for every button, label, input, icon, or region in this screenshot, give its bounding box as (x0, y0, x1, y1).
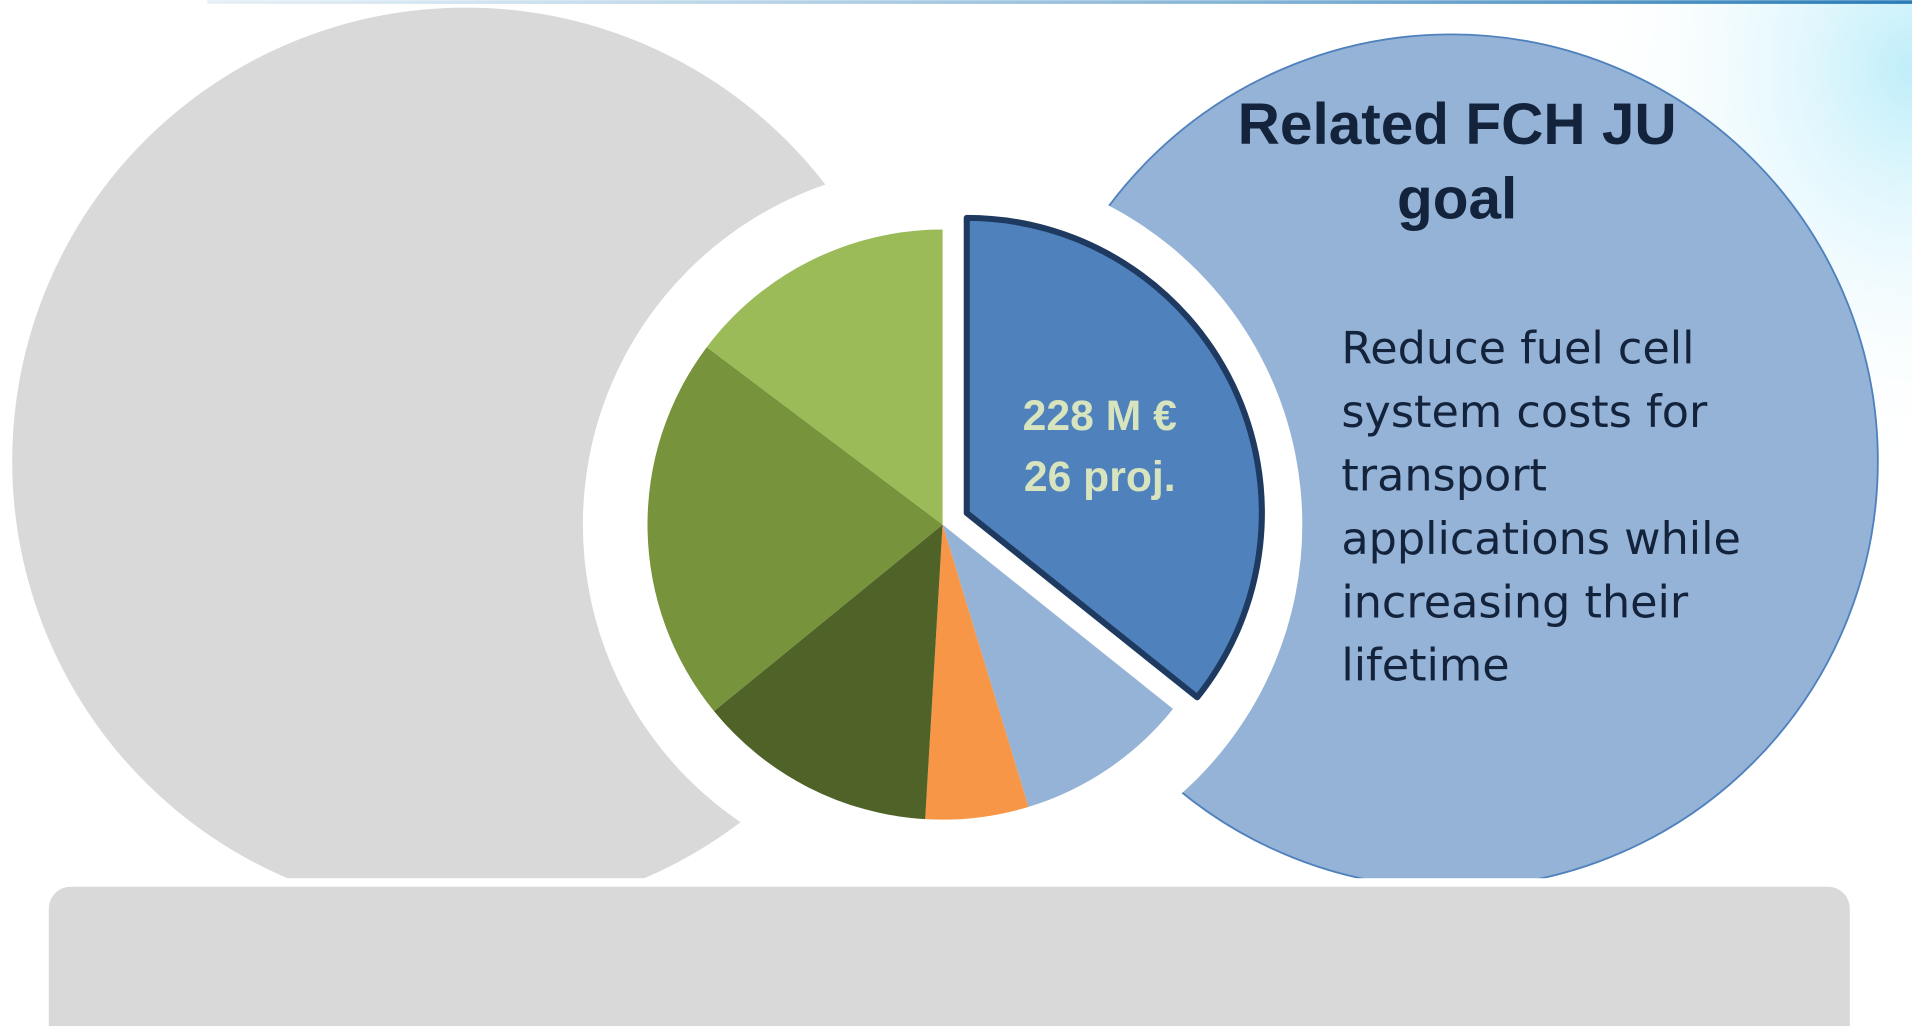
pie-slice (963, 214, 1265, 701)
goal-text: Reduce fuel cell system costs for transp… (1341, 322, 1741, 692)
pie-slice (942, 524, 1174, 807)
pie-slice (647, 347, 943, 712)
goal-text-box: Reduce fuel cell system costs for transp… (1341, 322, 1741, 692)
pie-slice (713, 524, 943, 820)
top-line (207, 0, 1912, 4)
pie-slice (925, 524, 1029, 820)
goal-title: Related FCH JU goal (1237, 92, 1677, 232)
slice-value-label: 228 M € (1023, 392, 1177, 440)
pie: 228 M € 26 proj. (647, 214, 1265, 820)
bottom-bar (48, 886, 1850, 1026)
pie-slice (706, 229, 943, 525)
slice-count-label: 26 proj. (1024, 453, 1176, 501)
goal-title-box: Related FCH JU goal (1237, 92, 1677, 232)
